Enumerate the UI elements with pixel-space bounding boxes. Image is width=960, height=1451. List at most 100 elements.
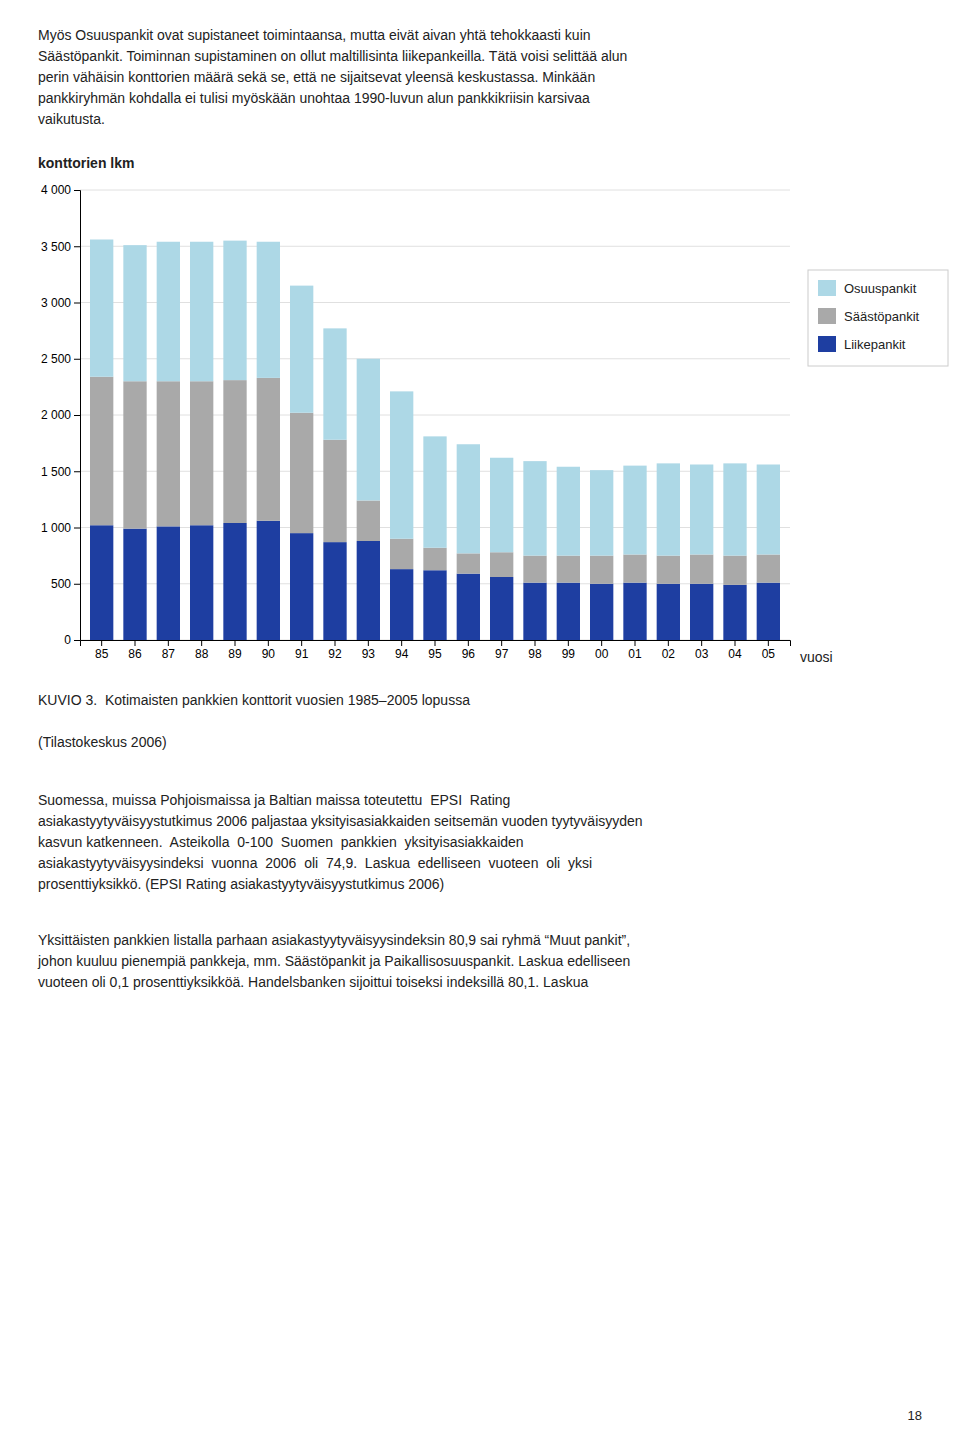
tick-mark [635, 640, 636, 646]
legend: Osuuspankit Säästöpankit Liikepankit [808, 270, 948, 366]
tick: 03 [695, 640, 709, 661]
tick-mark [601, 640, 602, 646]
tick-mark [74, 303, 80, 304]
tick-label: 97 [495, 647, 509, 661]
tick: 02 [662, 640, 676, 661]
bar-segment [457, 444, 480, 553]
tick: 2 500 [41, 352, 80, 366]
bar-segment [90, 240, 113, 377]
tick-mark [368, 640, 369, 646]
bar-segment [523, 583, 546, 640]
tick-mark [235, 640, 236, 646]
tick-mark [168, 640, 169, 646]
bar-segment [557, 583, 580, 640]
bar-segment [757, 555, 780, 583]
tick-label: 4 000 [41, 183, 71, 197]
tick-label: 95 [428, 647, 442, 661]
tick: 3 500 [41, 240, 80, 254]
page-number: 18 [908, 1408, 922, 1423]
tick-mark [335, 640, 336, 646]
text-line: Yksittäisten pankkien listalla parhaan a… [38, 932, 630, 948]
bar-segment [223, 523, 246, 640]
chart-subtitle: (Tilastokeskus 2006) [38, 734, 167, 750]
tick-label: 93 [362, 647, 376, 661]
tick: 94 [395, 640, 409, 661]
tick-label: 0 [64, 633, 71, 647]
bar-segment [90, 377, 113, 526]
tick-mark [74, 359, 80, 360]
tick-mark [501, 640, 502, 646]
tick-mark [201, 640, 202, 646]
tick-label: 04 [728, 647, 742, 661]
bar-segment [457, 574, 480, 640]
bar-segment [123, 381, 146, 528]
bar-segment [657, 584, 680, 640]
y-axis-label: konttorien lkm [38, 155, 134, 171]
legend-label: Säästöpankit [844, 309, 920, 324]
axis-line [81, 641, 791, 647]
tick-label: 88 [195, 647, 209, 661]
bar-segment [523, 461, 546, 556]
tick-label: 01 [628, 647, 642, 661]
tick: 0 [64, 633, 80, 647]
bar-segment [257, 378, 280, 521]
bar-segment [590, 470, 613, 556]
bar-segment [90, 525, 113, 640]
tick-label: 96 [462, 647, 476, 661]
bar-segment [590, 584, 613, 640]
tick-label: 03 [695, 647, 709, 661]
bar-segment [657, 463, 680, 555]
tick-label: 02 [662, 647, 676, 661]
text-line: asiakastyytyväisyystutkimus 2006 paljast… [38, 813, 643, 829]
grid-line [80, 358, 790, 359]
legend-label: Liikepankit [844, 337, 906, 352]
tick-label: 3 000 [41, 296, 71, 310]
legend-frame [808, 270, 948, 366]
bar-segment [323, 542, 346, 640]
tick-mark [74, 584, 80, 585]
tick: 01 [628, 640, 642, 661]
legend-label: Osuuspankit [844, 281, 917, 296]
bar-segment [190, 242, 213, 382]
bar-segment [157, 381, 180, 526]
tick: 3 000 [41, 296, 80, 310]
tick: 04 [728, 640, 742, 661]
series [90, 240, 780, 556]
tick-label: 1 000 [41, 521, 71, 535]
tick: 93 [362, 640, 376, 661]
bar-segment [190, 381, 213, 525]
bar-segment [357, 501, 380, 542]
bar-segment [290, 533, 313, 640]
bar-segment [157, 242, 180, 382]
tick-label: 00 [595, 647, 609, 661]
bar-segment [623, 555, 646, 583]
tick-mark [735, 640, 736, 646]
tick-mark [535, 640, 536, 646]
bar-segment [490, 458, 513, 553]
grid-line [80, 246, 790, 247]
tick-label: 89 [228, 647, 242, 661]
series [90, 377, 780, 585]
tick-mark [268, 640, 269, 646]
bar-segment [123, 245, 146, 381]
bar-segment [423, 548, 446, 571]
legend-swatch [818, 336, 836, 352]
text-line: asiakastyytyväisyysindeksi vuonna 2006 o… [38, 855, 592, 871]
tick-mark [74, 246, 80, 247]
tick-label: 86 [128, 647, 142, 661]
tick-label: 05 [762, 647, 776, 661]
tick-label: 500 [51, 577, 71, 591]
bar-segment [690, 555, 713, 584]
tick: 92 [328, 640, 342, 661]
tick: 1 500 [41, 465, 80, 479]
body1-text: Suomessa, muissa Pohjoismaissa ja Baltia… [38, 792, 643, 892]
tick: 86 [128, 640, 142, 661]
bar-segment [690, 465, 713, 555]
tick: 96 [462, 640, 476, 661]
bar-segment [257, 242, 280, 378]
bar-segment [557, 556, 580, 583]
x-axis: 8586878889909192939495969798990001020304… [81, 640, 791, 661]
bar-segment [357, 541, 380, 640]
tick-label: 85 [95, 647, 109, 661]
tick-label: 2 500 [41, 352, 71, 366]
